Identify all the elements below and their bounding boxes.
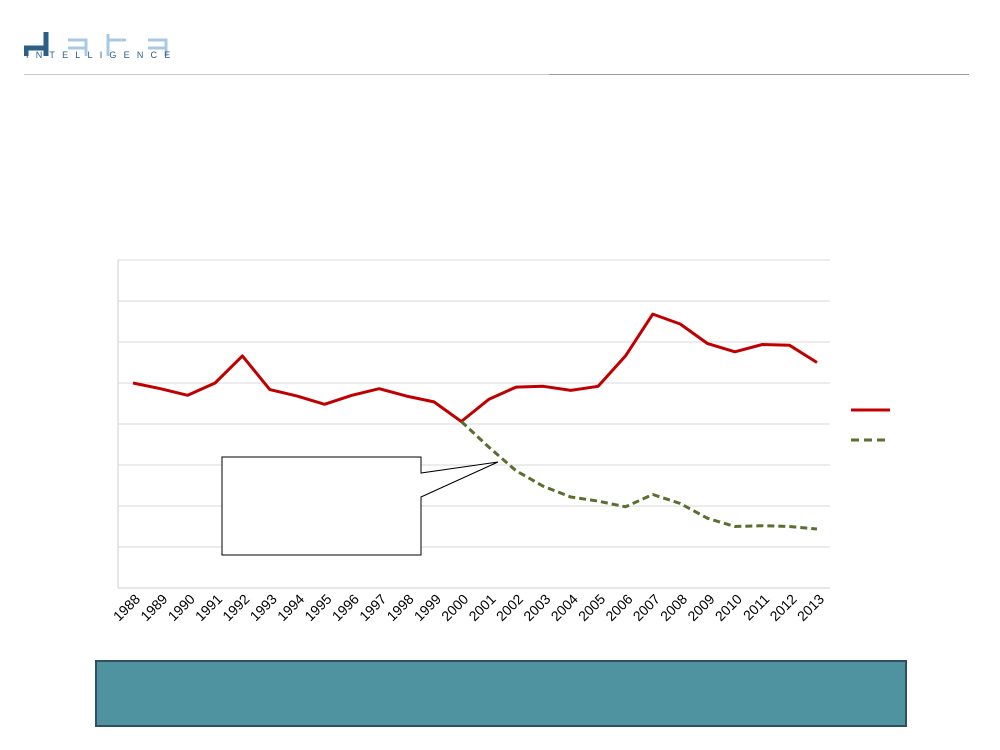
x-tick-label: 1989 — [137, 591, 170, 624]
x-tick-label: 2008 — [657, 591, 690, 624]
series-line-1 — [132, 312, 818, 423]
x-tick-label: 1994 — [274, 591, 307, 624]
logo-tagline: INTELLIGENCE — [26, 50, 178, 60]
logo-letter-a2 — [148, 38, 168, 56]
x-tick-label: 2002 — [493, 591, 526, 624]
x-tick-label: 2001 — [465, 591, 498, 624]
x-tick-label: 2005 — [575, 591, 608, 624]
x-tick-label: 2003 — [520, 591, 553, 624]
chart-series — [132, 312, 818, 531]
x-axis-tick-labels: 1988198919901991199219931994199519961997… — [110, 591, 827, 624]
x-tick-label: 2011 — [740, 591, 773, 624]
x-tick-label: 1992 — [219, 591, 252, 624]
header-divider-left — [24, 74, 549, 75]
x-tick-label: 2004 — [548, 591, 581, 624]
data-intelligence-logo — [24, 32, 168, 56]
x-tick-label: 2009 — [684, 591, 717, 624]
x-tick-label: 1996 — [329, 591, 362, 624]
x-tick-label: 2000 — [438, 591, 471, 624]
logo-letter-t — [106, 34, 126, 56]
logo-letter-d — [24, 32, 49, 56]
x-tick-label: 1999 — [411, 591, 444, 624]
series-line-2 — [460, 420, 818, 531]
x-tick-label: 1991 — [192, 591, 225, 624]
callout-box — [221, 456, 499, 556]
x-tick-label: 1993 — [247, 591, 280, 624]
x-tick-label: 2006 — [602, 591, 635, 624]
x-tick-label: 2012 — [766, 591, 799, 624]
logo-letter-a — [68, 38, 88, 56]
header-divider-right — [549, 74, 969, 75]
x-tick-label: 1997 — [356, 591, 389, 624]
x-tick-label: 2007 — [630, 591, 663, 624]
x-tick-label: 2010 — [712, 591, 745, 624]
chart-legend — [851, 408, 890, 442]
x-tick-label: 1995 — [301, 591, 334, 624]
x-tick-label: 1988 — [110, 591, 143, 624]
x-tick-label: 1990 — [164, 591, 197, 624]
summary-banner — [95, 660, 907, 727]
x-tick-label: 1998 — [383, 591, 416, 624]
line-chart: 1988198919901991199219931994199519961997… — [110, 259, 890, 624]
x-tick-label: 2013 — [794, 591, 827, 624]
